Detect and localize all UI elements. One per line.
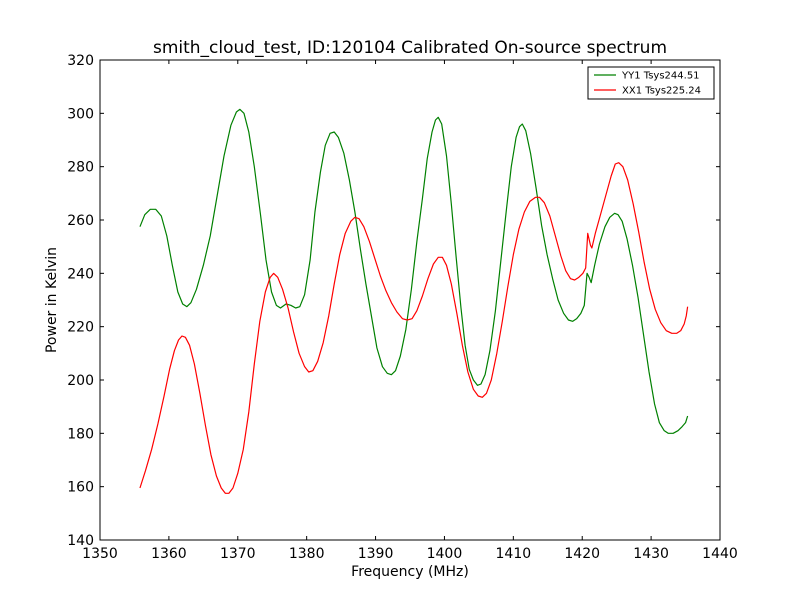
y-tick-label: 160 [67, 480, 94, 496]
legend-label-0: YY1 Tsys244.51 [621, 71, 700, 82]
y-tick-label: 320 [67, 53, 94, 69]
chart-title: smith_cloud_test, ID:120104 Calibrated O… [153, 38, 667, 58]
y-tick-label: 180 [67, 426, 94, 442]
x-tick-label: 1370 [220, 546, 256, 562]
x-tick-label: 1440 [702, 546, 738, 562]
plot-frame [99, 59, 721, 541]
x-tick-label: 1360 [151, 546, 187, 562]
y-tick-label: 300 [67, 106, 94, 122]
y-tick-label: 220 [67, 320, 94, 336]
y-tick-label: 140 [67, 533, 94, 549]
y-axis-label: Power in Kelvin [44, 247, 60, 353]
legend-box [587, 66, 715, 100]
x-tick-label: 1380 [289, 546, 325, 562]
series-layer [139, 108, 689, 494]
y-tick-label: 260 [67, 213, 94, 229]
series-line-1 [139, 162, 689, 494]
x-tick-label: 1410 [496, 546, 532, 562]
x-tick-label: 1390 [358, 546, 394, 562]
x-axis-label: Frequency (MHz) [351, 564, 469, 580]
legend: YY1 Tsys244.51 XX1 Tsys225.24 [587, 66, 715, 100]
y-tick-label: 280 [67, 160, 94, 176]
series-line-0 [139, 108, 689, 434]
x-tick-label: 1400 [427, 546, 463, 562]
y-tick-label: 240 [67, 266, 94, 282]
legend-label-1: XX1 Tsys225.24 [622, 86, 701, 97]
y-tick-label: 200 [67, 373, 94, 389]
x-tick-label: 1420 [564, 546, 600, 562]
x-tick-label: 1430 [633, 546, 669, 562]
ticks-layer: 1350 1360 1370 1380 1390 1400 1410 1420 1430 1440… [67, 53, 738, 562]
x-tick-label: 1350 [82, 546, 118, 562]
